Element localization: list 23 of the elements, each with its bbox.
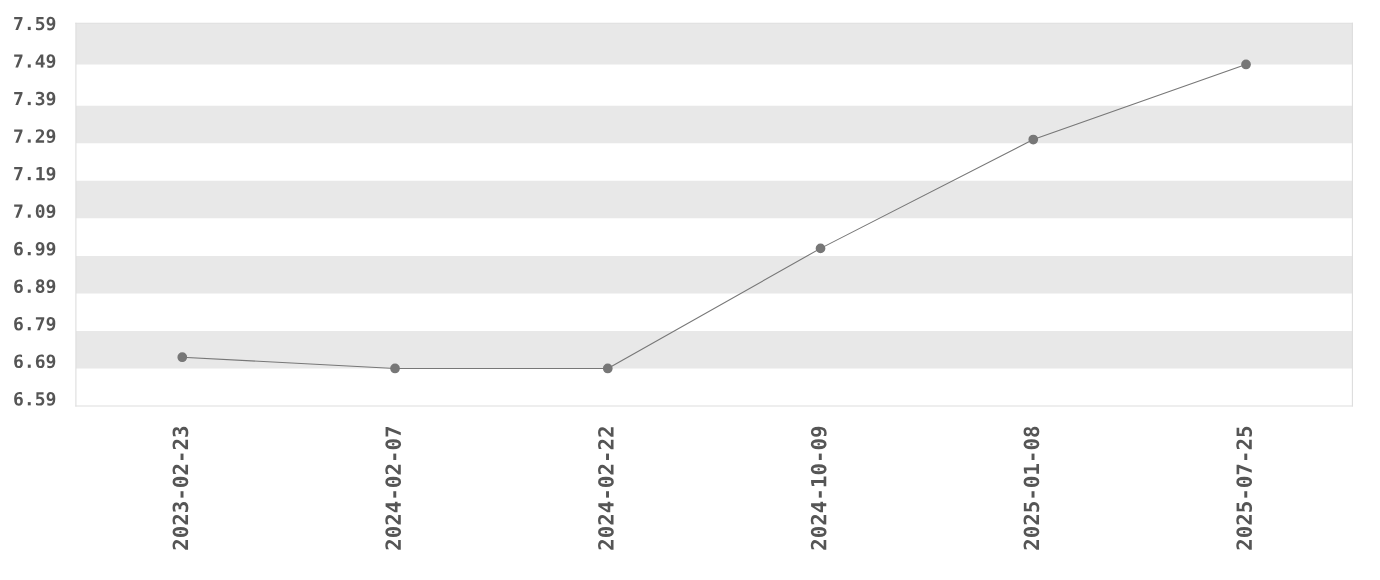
x-tick-label: 2023-02-23	[172, 426, 189, 550]
x-tick-label: 2025-01-08	[1023, 426, 1040, 550]
y-tick-label: 7.49	[14, 54, 56, 68]
x-tick-label: 2024-02-07	[385, 427, 402, 550]
y-tick-label: 6.99	[14, 241, 56, 256]
y-tick-label: 6.59	[14, 391, 56, 406]
point	[1028, 134, 1039, 145]
y-tick-label: 7.39	[14, 91, 56, 106]
y-tick-label: 7.09	[14, 204, 56, 219]
y-tick-label: 6.79	[14, 316, 56, 331]
y-tick-label: 6.69	[14, 354, 56, 369]
point	[390, 363, 400, 374]
point	[177, 352, 188, 363]
y-tick-label: 7.19	[14, 166, 56, 181]
x-tick-label: 2024-10-09	[810, 426, 827, 550]
y-tick-label: 6.89	[14, 279, 56, 294]
point	[815, 243, 826, 254]
point	[602, 363, 613, 374]
y-tick-label: 7.29	[14, 129, 56, 143]
y-tick-label: 7.59	[14, 16, 56, 31]
point	[1241, 59, 1251, 70]
x-tick-label: 2024-02-22	[598, 427, 614, 550]
x-tick-label: 2025-07-25	[1236, 426, 1253, 550]
